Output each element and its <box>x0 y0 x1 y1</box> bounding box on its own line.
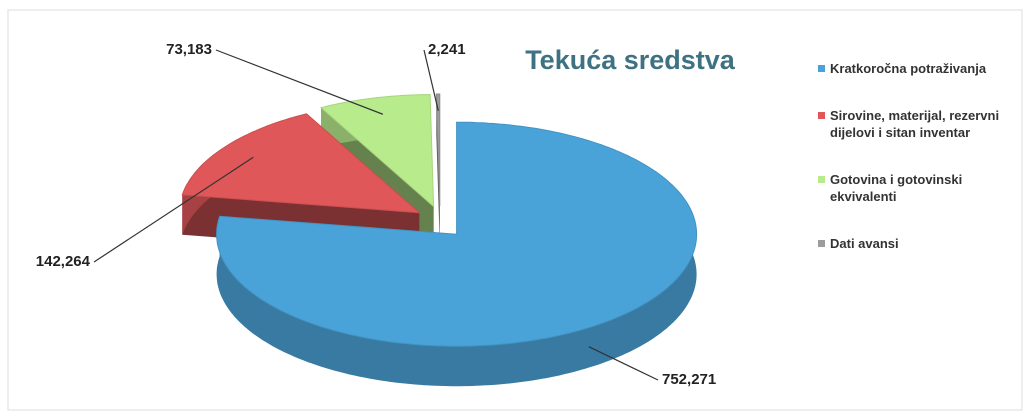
legend-marker <box>818 112 825 119</box>
legend-label: Kratkoročna potraživanja <box>830 61 987 76</box>
legend-marker <box>818 240 825 247</box>
legend-entry: Dati avansi <box>818 235 1018 252</box>
data-label: 142,264 <box>36 253 91 270</box>
frame <box>7 9 1023 411</box>
legend: Kratkoročna potraživanja Sirovine, materi… <box>818 60 1018 282</box>
legend-entry: Gotovina i gotovinski ekvivalenti <box>818 171 1018 205</box>
leader-line <box>215 49 384 115</box>
legend-marker <box>818 176 825 183</box>
legend-entry: Kratkoročna potraživanja <box>818 60 1018 77</box>
slice <box>181 113 421 214</box>
chart-title: Tekuća sredstva <box>525 45 736 75</box>
data-label: 73,183 <box>166 41 212 58</box>
leader-line <box>423 49 439 111</box>
legend-label: Dati avansi <box>830 236 899 251</box>
legend-entry: Sirovine, materijal, rezervni dijelovi i… <box>818 107 1018 141</box>
leader-line <box>93 156 254 263</box>
data-label: 752,271 <box>662 371 716 388</box>
legend-label: Gotovina i gotovinski ekvivalenti <box>830 172 963 204</box>
legend-label: Sirovine, materijal, rezervni dijelovi i… <box>830 108 1000 140</box>
slice <box>216 121 698 347</box>
legend-marker <box>818 65 825 72</box>
slice <box>319 93 435 208</box>
data-label: 2,241 <box>428 41 466 58</box>
leader-line <box>588 346 659 381</box>
slice <box>435 93 441 207</box>
